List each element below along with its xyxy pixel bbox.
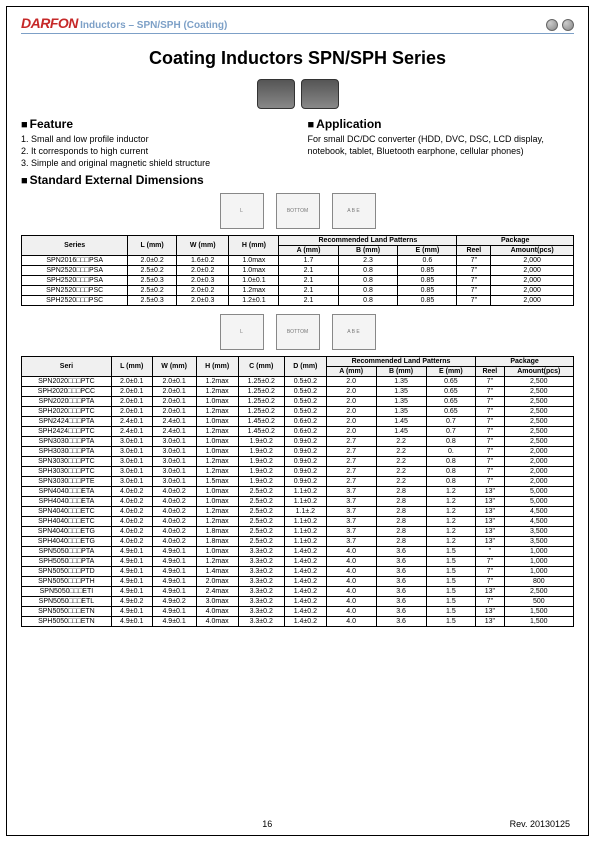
table-row: SPN5050□□□ETI4.9±0.14.9±0.12.4max3.3±0.2… — [22, 587, 574, 597]
feature-item: 1. Small and low profile inductor — [21, 133, 288, 145]
col-h: H (mm) — [229, 236, 279, 256]
application-heading: Application — [308, 117, 575, 131]
page-footer: 16 Rev. 20130125 — [7, 819, 588, 829]
revision: Rev. 20130125 — [510, 819, 570, 829]
dimension-drawing-2: LBOTTOMA B E — [21, 314, 574, 350]
table-row: SPN5050□□□PTA4.9±0.14.9±0.11.0max3.3±0.2… — [22, 547, 574, 557]
table-row: SPH4040□□□ETA4.0±0.24.0±0.21.0max2.5±0.2… — [22, 497, 574, 507]
table-row: SPH4040□□□ETG4.0±0.24.0±0.21.8max2.5±0.2… — [22, 537, 574, 547]
col-l: L (mm) — [128, 236, 177, 256]
table-row: SPH2424□□□PTC2.4±0.12.4±0.11.2max1.45±0.… — [22, 427, 574, 437]
table-row: SPN3030□□□PTE3.0±0.13.0±0.11.5max1.9±0.2… — [22, 477, 574, 487]
feature-item: 3. Simple and original magnetic shield s… — [21, 157, 288, 169]
table-row: SPN5050□□□ETN4.9±0.14.9±0.14.0max3.3±0.2… — [22, 607, 574, 617]
feature-list: 1. Small and low profile inductor 2. It … — [21, 133, 288, 169]
dimensions-heading: Standard External Dimensions — [21, 173, 574, 187]
table-row: SPN2520□□□PSC2.5±0.22.0±0.21.2max2.10.80… — [22, 286, 574, 296]
table-row: SPN2520□□□PSA2.5±0.22.0±0.21.0max2.10.80… — [22, 266, 574, 276]
table-row: SPH3030□□□PTC3.0±0.13.0±0.11.2max1.9±0.2… — [22, 467, 574, 477]
table-row: SPN4040□□□ETA4.0±0.24.0±0.21.0max2.5±0.2… — [22, 487, 574, 497]
table-row: SPN2016□□□PSA2.0±0.21.6±0.21.0max1.72.30… — [22, 256, 574, 266]
brand-logo: DARFON — [21, 15, 78, 31]
col-w: W (mm) — [176, 236, 229, 256]
application-text: For small DC/DC converter (HDD, DVC, DSC… — [308, 133, 575, 157]
table-row: SPN5050□□□PTH4.9±0.14.9±0.12.0max3.3±0.2… — [22, 577, 574, 587]
table-row: SPH4040□□□ETC4.0±0.24.0±0.21.2max2.5±0.2… — [22, 517, 574, 527]
dimension-drawing-1: LBOTTOMA B E — [21, 193, 574, 229]
col-series: Series — [22, 236, 128, 256]
header-ornament — [546, 19, 574, 31]
col-land: Recommended Land Patterns — [279, 236, 457, 246]
table-row: SPN2424□□□PTA2.4±0.12.4±0.11.0max1.45±0.… — [22, 417, 574, 427]
feature-item: 2. It corresponds to high current — [21, 145, 288, 157]
table-row: SPN5050□□□ETL4.9±0.24.9±0.23.0max3.3±0.2… — [22, 597, 574, 607]
page-number: 16 — [262, 819, 272, 829]
table-row: SPH2520□□□PSA2.5±0.32.0±0.31.0±0.12.10.8… — [22, 276, 574, 286]
dimensions-table-2: Seri L (mm) W (mm) H (mm) C (mm) D (mm) … — [21, 356, 574, 627]
table-row: SPH2520□□□PSC2.5±0.32.0±0.31.2±0.12.10.8… — [22, 296, 574, 306]
page-title: Coating Inductors SPN/SPH Series — [21, 48, 574, 69]
page-header: DARFON Inductors – SPN/SPH (Coating) — [21, 15, 574, 34]
product-photo — [21, 79, 574, 109]
col-pkg: Package — [457, 236, 574, 246]
table-row: SPH5050□□□PTA4.9±0.14.9±0.11.2max3.3±0.2… — [22, 557, 574, 567]
table-row: SPN3030□□□PTC3.0±0.13.0±0.11.2max1.9±0.2… — [22, 457, 574, 467]
table-row: SPN2020□□□PTA2.0±0.12.0±0.11.0max1.25±0.… — [22, 397, 574, 407]
col-seri: Seri — [22, 357, 112, 377]
table-row: SPN5050□□□PTD4.9±0.14.9±0.11.4max3.3±0.2… — [22, 567, 574, 577]
feature-heading: Feature — [21, 117, 288, 131]
table-row: SPN4040□□□ETG4.0±0.24.0±0.21.8max2.5±0.2… — [22, 527, 574, 537]
table-row: SPN4040□□□ETC4.0±0.24.0±0.21.2max2.5±0.2… — [22, 507, 574, 517]
table-row: SPH3030□□□PTA3.0±0.13.0±0.11.0max1.9±0.2… — [22, 447, 574, 457]
table-row: SPH2020□□□PCC2.0±0.12.0±0.11.2max1.25±0.… — [22, 387, 574, 397]
table-row: SPH2020□□□PTC2.0±0.12.0±0.11.2max1.25±0.… — [22, 407, 574, 417]
dimensions-table-1: Series L (mm) W (mm) H (mm) Recommended … — [21, 235, 574, 306]
header-subtitle: Inductors – SPN/SPH (Coating) — [80, 20, 227, 31]
table-row: SPN3030□□□PTA3.0±0.13.0±0.11.0max1.9±0.2… — [22, 437, 574, 447]
table-row: SPH5050□□□ETN4.9±0.14.9±0.14.0max3.3±0.2… — [22, 617, 574, 627]
table-row: SPN2020□□□PTC2.0±0.12.0±0.11.2max1.25±0.… — [22, 377, 574, 387]
